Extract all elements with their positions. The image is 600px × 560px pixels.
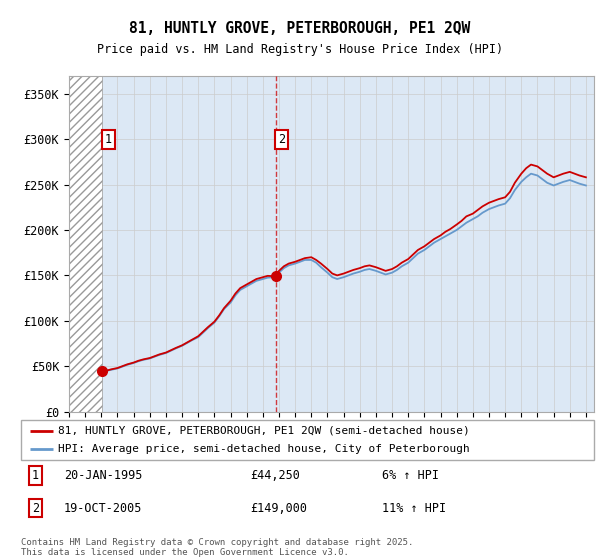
Text: Contains HM Land Registry data © Crown copyright and database right 2025.
This d: Contains HM Land Registry data © Crown c… <box>21 538 413 557</box>
Text: 2: 2 <box>32 502 39 515</box>
Text: HPI: Average price, semi-detached house, City of Peterborough: HPI: Average price, semi-detached house,… <box>58 445 470 454</box>
Bar <box>69 76 102 412</box>
Text: 19-OCT-2005: 19-OCT-2005 <box>64 502 142 515</box>
Text: £44,250: £44,250 <box>250 469 300 482</box>
Text: 81, HUNTLY GROVE, PETERBOROUGH, PE1 2QW: 81, HUNTLY GROVE, PETERBOROUGH, PE1 2QW <box>130 21 470 36</box>
Text: Price paid vs. HM Land Registry's House Price Index (HPI): Price paid vs. HM Land Registry's House … <box>97 43 503 56</box>
Text: 1: 1 <box>104 133 112 146</box>
Text: 2: 2 <box>278 133 286 146</box>
Text: £149,000: £149,000 <box>250 502 307 515</box>
Text: 20-JAN-1995: 20-JAN-1995 <box>64 469 142 482</box>
Text: 11% ↑ HPI: 11% ↑ HPI <box>382 502 446 515</box>
Text: 81, HUNTLY GROVE, PETERBOROUGH, PE1 2QW (semi-detached house): 81, HUNTLY GROVE, PETERBOROUGH, PE1 2QW … <box>58 426 470 436</box>
FancyBboxPatch shape <box>21 420 594 460</box>
Text: 1: 1 <box>32 469 39 482</box>
Text: 6% ↑ HPI: 6% ↑ HPI <box>382 469 439 482</box>
